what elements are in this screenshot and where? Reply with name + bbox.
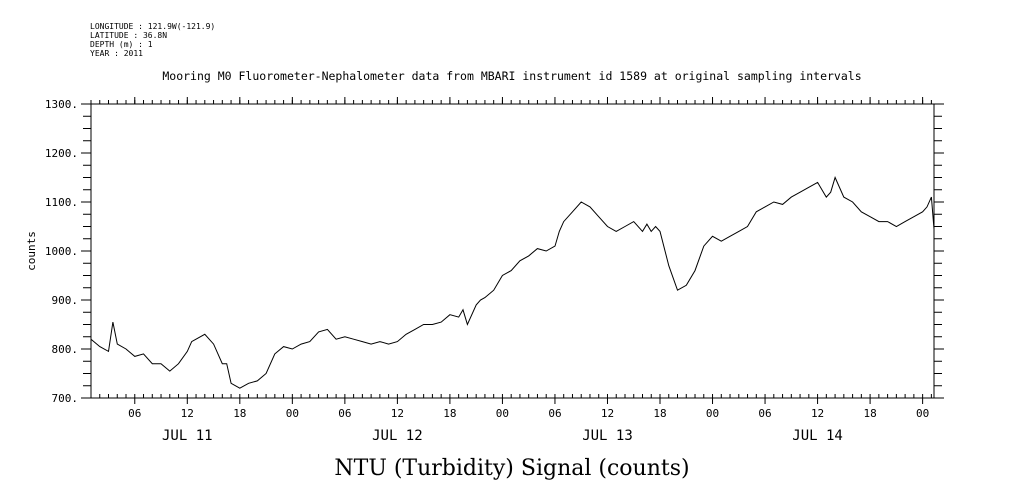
x-tick-label: 06 <box>548 407 561 420</box>
chart-title: Mooring M0 Fluorometer-Nephalometer data… <box>162 69 861 83</box>
y-tick-label: 700. <box>52 392 79 405</box>
x-tick-label: 00 <box>286 407 299 420</box>
x-tick-label: 12 <box>811 407 824 420</box>
x-day-label: JUL 11 <box>162 428 213 444</box>
x-tick-label: 06 <box>128 407 141 420</box>
year-text: YEAR : 2011 <box>90 49 143 58</box>
y-tick-label: 900. <box>52 294 79 307</box>
chart-caption: NTU (Turbidity) Signal (counts) <box>334 456 689 481</box>
y-tick-label: 1300. <box>45 98 78 111</box>
x-tick-label: 12 <box>391 407 404 420</box>
x-tick-label: 00 <box>706 407 719 420</box>
x-tick-label: 18 <box>863 407 876 420</box>
axis-labels: 06 12 18 00 06 12 18 00 06 12 18 00 06 12 18 00 JUL 11 JU… <box>45 98 929 444</box>
depth-text: DEPTH (m) : 1 <box>90 40 153 49</box>
x-tick-label: 18 <box>443 407 456 420</box>
x-tick-label: 18 <box>653 407 666 420</box>
x-tick-label: 12 <box>601 407 614 420</box>
x-day-label: JUL 12 <box>372 428 423 444</box>
y-tick-label: 800. <box>52 343 79 356</box>
x-day-label: JUL 14 <box>792 428 843 444</box>
axis-ticks <box>81 97 944 404</box>
x-tick-label: 06 <box>758 407 771 420</box>
y-tick-label: 1200. <box>45 147 78 160</box>
plot-frame <box>90 103 935 399</box>
x-tick-label: 00 <box>916 407 929 420</box>
x-tick-label: 00 <box>496 407 509 420</box>
latitude-text: LATITUDE : 36.8N <box>90 31 167 40</box>
x-tick-label: 18 <box>233 407 246 420</box>
y-tick-label: 1000. <box>45 245 78 258</box>
location-header: LONGITUDE : 121.9W(-121.9) LATITUDE : 36… <box>90 22 215 58</box>
longitude-text: LONGITUDE : 121.9W(-121.9) <box>90 22 215 31</box>
y-tick-label: 1100. <box>45 196 78 209</box>
x-tick-label: 06 <box>338 407 351 420</box>
series-line <box>90 176 935 389</box>
x-tick-label: 12 <box>181 407 194 420</box>
y-axis-label: counts <box>25 231 38 271</box>
x-day-label: JUL 13 <box>582 428 633 444</box>
